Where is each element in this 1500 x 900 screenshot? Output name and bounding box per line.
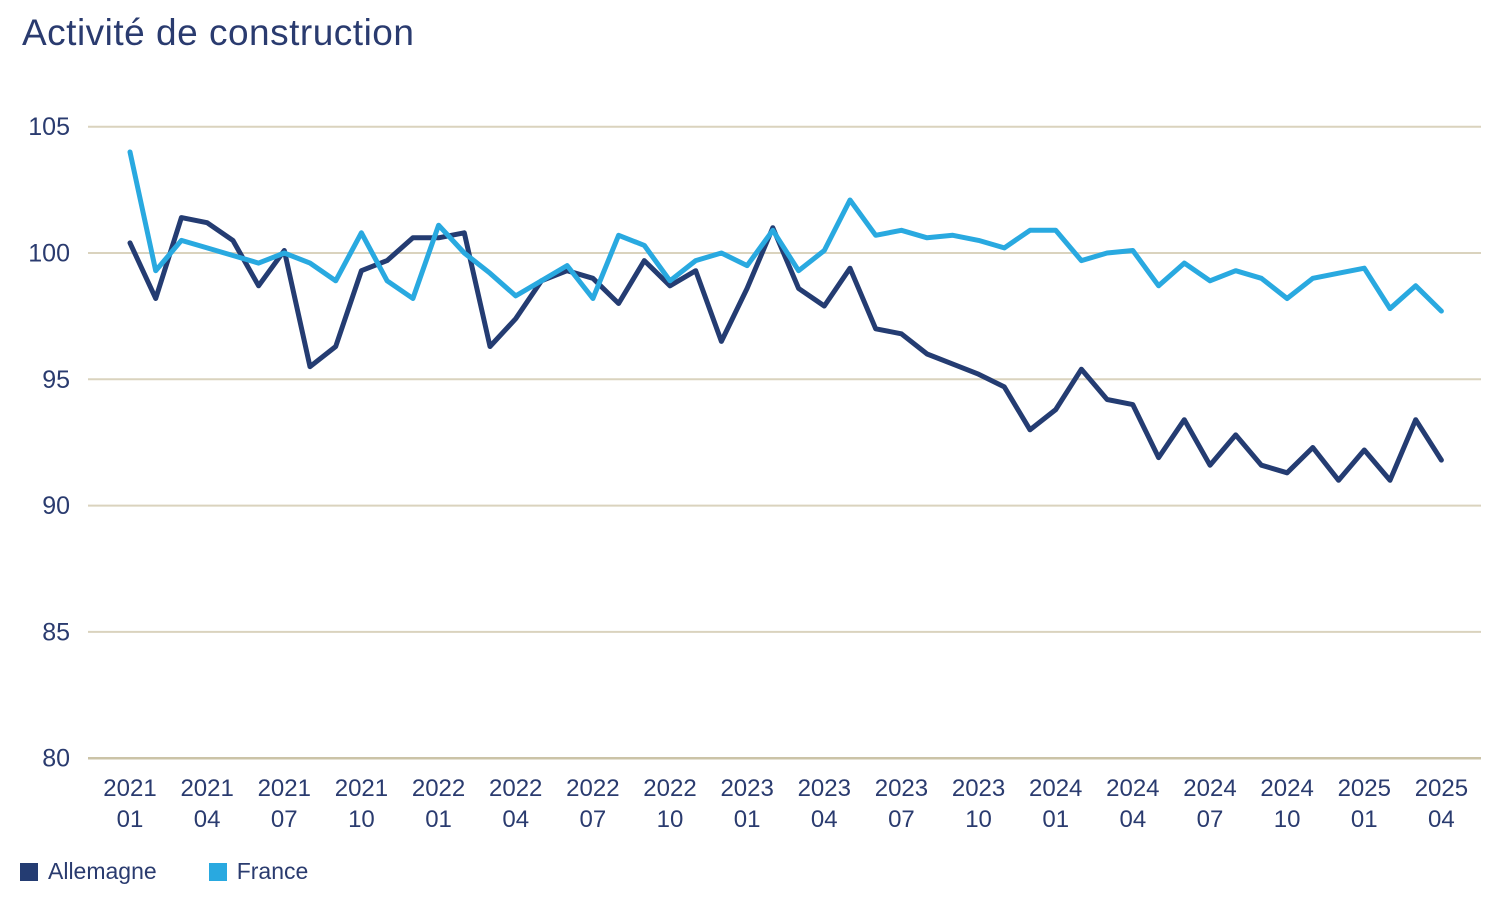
x-tick-year-2021-04: 2021 [180, 775, 233, 802]
x-tick-month-2021-04: 04 [194, 806, 221, 833]
x-tick-year-2021-01: 2021 [103, 775, 156, 802]
x-tick-month-2025-04: 04 [1428, 806, 1455, 833]
x-tick-month-2022-07: 07 [580, 806, 607, 833]
x-tick-year-2021-07: 2021 [258, 775, 311, 802]
y-tick-label-95: 95 [42, 366, 70, 394]
x-tick-year-2023-01: 2023 [720, 775, 773, 802]
x-tick-month-2024-07: 07 [1197, 806, 1224, 833]
x-tick-month-2024-01: 01 [1042, 806, 1069, 833]
x-tick-year-2024-07: 2024 [1183, 775, 1236, 802]
y-tick-label-90: 90 [42, 492, 70, 520]
allemagne-swatch-icon [20, 862, 38, 881]
x-tick-month-2021-10: 10 [348, 806, 375, 833]
y-tick-label-80: 80 [42, 745, 70, 773]
france-swatch-icon [208, 862, 227, 881]
page-title: Activité de construction [22, 12, 415, 53]
x-tick-month-2023-01: 01 [734, 806, 761, 833]
x-tick-month-2021-07: 07 [271, 806, 298, 833]
legend-item-france: France [208, 858, 309, 885]
x-tick-year-2022-07: 2022 [566, 775, 619, 802]
y-tick-label-85: 85 [42, 618, 70, 646]
x-tick-year-2024-04: 2024 [1106, 775, 1159, 802]
x-tick-month-2022-01: 01 [425, 806, 452, 833]
x-tick-month-2024-10: 10 [1274, 806, 1301, 833]
series-line-allemagne [127, 215, 1444, 483]
x-tick-year-2022-01: 2022 [412, 775, 465, 802]
series-line-france [127, 149, 1444, 314]
x-tick-year-2023-04: 2023 [798, 775, 851, 802]
legend-label-allemagne: Allemagne [48, 858, 157, 884]
x-tick-month-2024-04: 04 [1119, 806, 1146, 833]
x-tick-year-2024-01: 2024 [1029, 775, 1082, 802]
y-tick-label-105: 105 [28, 113, 70, 141]
x-tick-month-2023-10: 10 [965, 806, 992, 833]
x-tick-year-2022-04: 2022 [489, 775, 542, 802]
x-tick-year-2023-10: 2023 [952, 775, 1005, 802]
x-tick-year-2024-10: 2024 [1260, 775, 1313, 802]
x-tick-year-2021-10: 2021 [335, 775, 388, 802]
legend-label-france: France [236, 858, 309, 884]
y-tick-label-100: 100 [28, 240, 70, 268]
x-tick-month-2025-01: 01 [1351, 806, 1378, 833]
x-tick-year-2023-07: 2023 [875, 775, 928, 802]
x-tick-month-2023-07: 07 [888, 806, 915, 833]
x-tick-year-2025-01: 2025 [1338, 775, 1391, 802]
x-tick-month-2022-04: 04 [502, 806, 529, 833]
x-tick-month-2021-01: 01 [117, 806, 144, 833]
x-tick-year-2022-10: 2022 [643, 775, 696, 802]
legend-item-allemagne: Allemagne [20, 858, 157, 885]
x-tick-month-2023-04: 04 [811, 806, 838, 833]
x-tick-month-2022-10: 10 [657, 806, 684, 833]
x-tick-year-2025-04: 2025 [1415, 775, 1468, 802]
chart-legend: Allemagne France [20, 858, 308, 885]
